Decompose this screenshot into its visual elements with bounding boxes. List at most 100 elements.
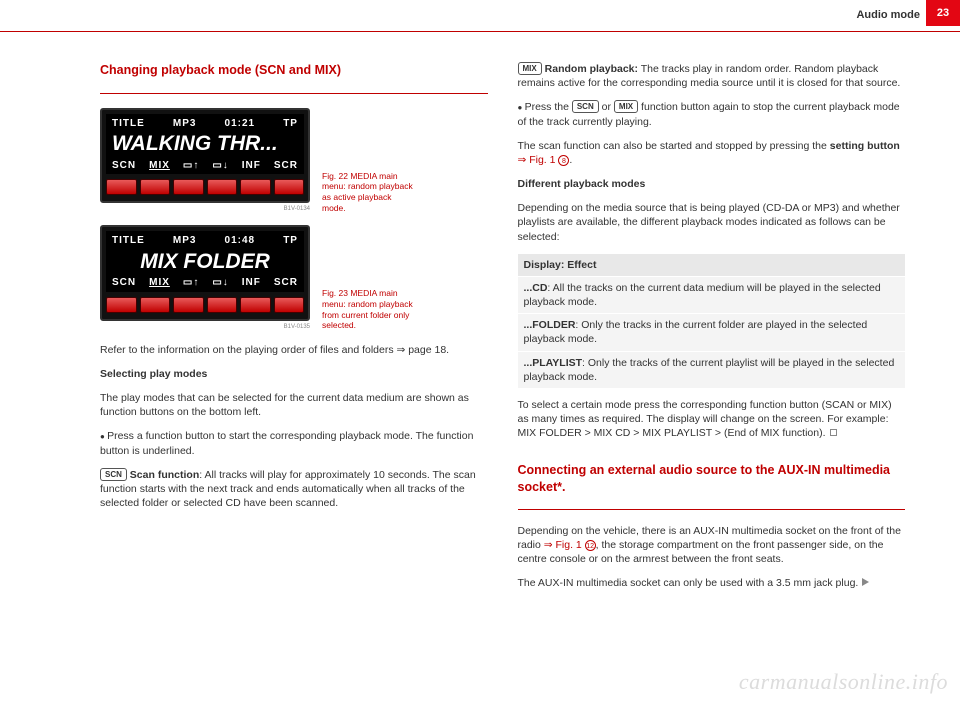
cell-key: ...PLAYLIST (524, 357, 583, 369)
table-row: ...FOLDER: Only the tracks in the curren… (518, 314, 906, 350)
line1-format: MP3 (173, 234, 197, 248)
hardkey (274, 297, 305, 313)
subheading: Selecting play modes (100, 367, 488, 381)
subheading: Different playback modes (518, 177, 906, 191)
line1-time: 01:48 (225, 234, 256, 248)
line1-tp: TP (283, 117, 298, 131)
end-square-icon (830, 429, 837, 436)
text-bold: setting button (830, 140, 900, 152)
paragraph: Press the SCN or MIX function button aga… (518, 100, 906, 128)
sk-fup: ▭↑ (183, 276, 199, 290)
hardkey (173, 179, 204, 195)
playback-modes-table: Display: Effect ...CD: All the tracks on… (518, 254, 906, 388)
page-header: Audio mode 23 (0, 0, 960, 32)
text-bold: Scan function (127, 469, 199, 481)
paragraph: Depending on the media source that is be… (518, 201, 906, 244)
figure-22-caption: Fig. 22 MEDIA main menu: random playback… (322, 171, 417, 214)
text: Press the (525, 101, 572, 113)
mix-button-icon: MIX (518, 62, 542, 75)
image-code: B1V-0134 (100, 205, 310, 213)
screen-line1: TITLE MP3 01:21 TP (112, 117, 298, 131)
sk-fup: ▭↑ (183, 159, 199, 173)
radio-hardkeys (106, 297, 304, 313)
ref-circle: 12 (585, 540, 596, 551)
hardkey (106, 179, 137, 195)
radio-panel: TITLE MP3 01:48 TP MIX FOLDER SCN MIX ▭↑… (100, 225, 310, 320)
heading-rule (100, 93, 488, 94)
cell-val: : All the tracks on the current data med… (524, 282, 881, 308)
screen-main-text: MIX FOLDER (112, 248, 298, 276)
hardkey (240, 179, 271, 195)
section-heading: Changing playback mode (SCN and MIX) (100, 62, 488, 79)
paragraph: The play modes that can be selected for … (100, 391, 488, 419)
sk-scr: SCR (274, 159, 298, 173)
image-code: B1V-0135 (100, 323, 310, 331)
line1-format: MP3 (173, 117, 197, 131)
left-column: Changing playback mode (SCN and MIX) TIT… (100, 62, 488, 601)
hardkey (173, 297, 204, 313)
line1-title: TITLE (112, 117, 145, 131)
scn-button-icon: SCN (100, 468, 127, 481)
page-number-badge: 23 (926, 0, 960, 26)
radio-hardkeys (106, 179, 304, 195)
figure-23-row: TITLE MP3 01:48 TP MIX FOLDER SCN MIX ▭↑… (100, 225, 488, 330)
heading-rule (518, 509, 906, 510)
paragraph: Press a function button to start the cor… (100, 429, 488, 457)
hardkey (106, 297, 137, 313)
hardkey (140, 179, 171, 195)
table-row: ...PLAYLIST: Only the tracks of the curr… (518, 352, 906, 388)
table-row: ...CD: All the tracks on the current dat… (518, 277, 906, 313)
chapter-title: Audio mode (856, 9, 920, 21)
ref-circle: 8 (558, 155, 569, 166)
screen-line1: TITLE MP3 01:48 TP (112, 234, 298, 248)
sk-inf: INF (242, 159, 261, 173)
sk-fdn: ▭↓ (212, 276, 228, 290)
sk-fdn: ▭↓ (212, 159, 228, 173)
radio-screen: TITLE MP3 01:21 TP WALKING THR... SCN MI… (106, 114, 304, 174)
sk-scn: SCN (112, 276, 136, 290)
cell-key: ...CD (524, 282, 548, 294)
section-heading: Connecting an external audio source to t… (518, 462, 906, 495)
hardkey (207, 179, 238, 195)
mix-button-icon: MIX (614, 100, 638, 113)
figure-23: TITLE MP3 01:48 TP MIX FOLDER SCN MIX ▭↑… (100, 225, 310, 330)
right-column: MIX Random playback: The tracks play in … (518, 62, 906, 601)
figure-23-caption: Fig. 23 MEDIA main menu: random playback… (322, 288, 417, 331)
sk-inf: INF (242, 276, 261, 290)
screen-main-text: WALKING THR... (112, 130, 298, 158)
line1-time: 01:21 (225, 117, 256, 131)
paragraph: SCN Scan function: All tracks will play … (100, 468, 488, 511)
line1-tp: TP (283, 234, 298, 248)
scn-button-icon: SCN (572, 100, 599, 113)
sk-mix: MIX (149, 276, 170, 290)
paragraph: To select a certain mode press the corre… (518, 398, 906, 441)
sk-mix: MIX (149, 159, 170, 173)
ref-link: ⇒ Fig. 1 (544, 539, 585, 551)
paragraph: Depending on the vehicle, there is an AU… (518, 524, 906, 567)
figure-22: TITLE MP3 01:21 TP WALKING THR... SCN MI… (100, 108, 310, 213)
table-header: Display: Effect (518, 254, 906, 276)
screen-softkeys: SCN MIX ▭↑ ▭↓ INF SCR (112, 159, 298, 173)
cell-key: ...FOLDER (524, 319, 576, 331)
figure-22-row: TITLE MP3 01:21 TP WALKING THR... SCN MI… (100, 108, 488, 213)
paragraph: The scan function can also be started an… (518, 139, 906, 167)
text: or (599, 101, 614, 113)
sk-scr: SCR (274, 276, 298, 290)
line1-title: TITLE (112, 234, 145, 248)
content-columns: Changing playback mode (SCN and MIX) TIT… (0, 32, 960, 601)
radio-screen: TITLE MP3 01:48 TP MIX FOLDER SCN MIX ▭↑… (106, 231, 304, 291)
ref-link: ⇒ Fig. 1 (518, 154, 559, 166)
paragraph: The AUX-IN multimedia socket can only be… (518, 576, 906, 590)
continue-triangle-icon (862, 578, 869, 586)
hardkey (207, 297, 238, 313)
text: The AUX-IN multimedia socket can only be… (518, 577, 859, 589)
text: The scan function can also be started an… (518, 140, 830, 152)
sk-scn: SCN (112, 159, 136, 173)
text-bold: Random playback: (542, 63, 638, 75)
paragraph: MIX Random playback: The tracks play in … (518, 62, 906, 90)
screen-softkeys: SCN MIX ▭↑ ▭↓ INF SCR (112, 276, 298, 290)
paragraph: Refer to the information on the playing … (100, 343, 488, 357)
hardkey (274, 179, 305, 195)
watermark: carmanualsonline.info (739, 669, 948, 695)
radio-panel: TITLE MP3 01:21 TP WALKING THR... SCN MI… (100, 108, 310, 203)
